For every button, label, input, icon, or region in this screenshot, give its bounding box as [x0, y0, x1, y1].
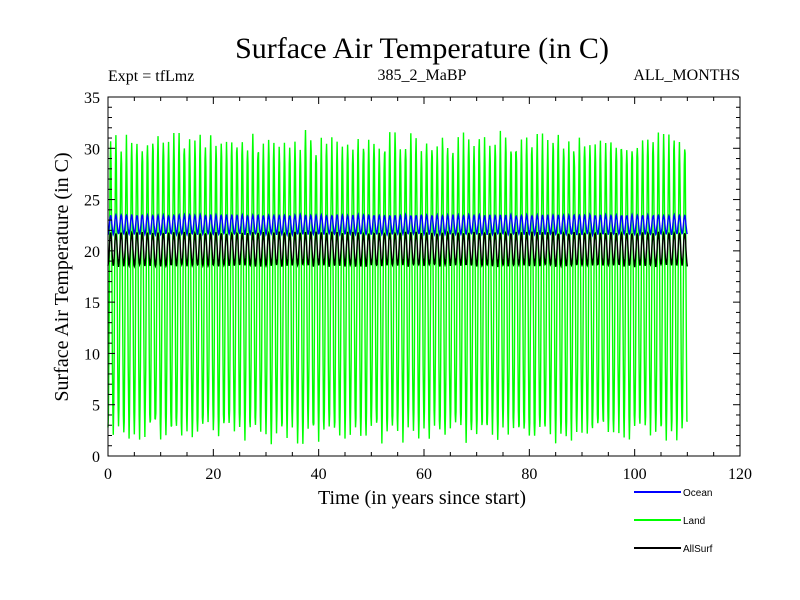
y-tick-label: 5: [92, 398, 100, 415]
series-layer: [107, 129, 689, 445]
axis-layer: 0 20 40 60 80 100 120 0 5 10 15 20 25 30 35: [84, 90, 752, 483]
series-line-ocean: [107, 212, 688, 238]
subtitle-expt: Expt = tfLmz: [108, 68, 194, 85]
y-tick-label: 20: [84, 244, 100, 261]
subtitle-months: ALL_MONTHS: [633, 67, 740, 84]
subtitle-run: 385_2_MaBP: [378, 67, 467, 84]
legend-label-allsurf: AllSurf: [683, 544, 713, 555]
y-tick-label: 30: [84, 141, 100, 158]
legend-label-ocean: Ocean: [683, 488, 712, 499]
y-tick-label: 0: [92, 449, 100, 466]
series-line-land: [107, 129, 688, 445]
legend: Ocean Land AllSurf: [634, 488, 713, 555]
y-tick-label: 35: [84, 90, 100, 107]
x-tick-label: 80: [521, 466, 537, 483]
y-axis-label: Surface Air Temperature (in C): [51, 152, 73, 401]
series-line-allsurf: [107, 230, 689, 269]
y-tick-label: 15: [84, 295, 100, 312]
x-tick-label: 0: [104, 466, 112, 483]
y-tick-label: 10: [84, 346, 100, 363]
x-axis-label: Time (in years since start): [318, 487, 526, 509]
x-tick-label: 20: [205, 466, 221, 483]
y-tick-label: 25: [84, 193, 100, 210]
legend-label-land: Land: [683, 516, 705, 527]
x-tick-label: 100: [623, 466, 647, 483]
x-tick-label: 120: [728, 466, 752, 483]
chart-title: Surface Air Temperature (in C): [235, 32, 609, 65]
x-tick-label: 40: [311, 466, 327, 483]
x-tick-label: 60: [416, 466, 432, 483]
